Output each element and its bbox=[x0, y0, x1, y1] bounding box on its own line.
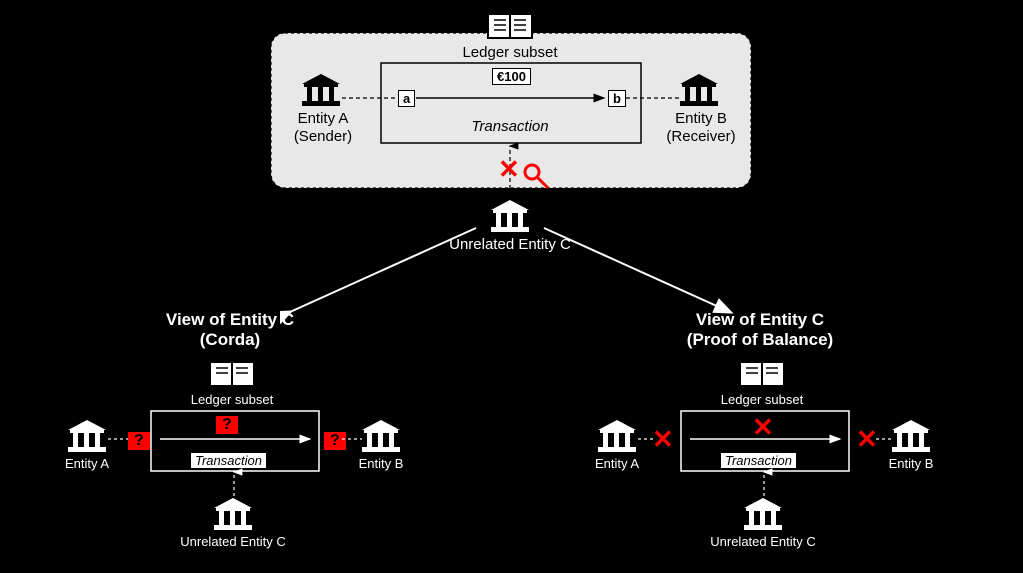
bank-icon-left-a bbox=[66, 418, 108, 454]
arrow-to-right-view bbox=[540, 224, 740, 324]
arrow-left-txn bbox=[158, 432, 316, 448]
bank-icon-left-c bbox=[212, 496, 254, 532]
entity-b-role: (Receiver) bbox=[666, 128, 735, 145]
left-entity-c: Unrelated Entity C bbox=[160, 534, 306, 550]
right-title: View of Entity C (Proof of Balance) bbox=[620, 310, 900, 351]
entity-b-label: Entity B (Receiver) bbox=[656, 110, 746, 146]
arrow-a-to-b bbox=[414, 90, 610, 110]
ledger-subset-label-left: Ledger subset bbox=[170, 392, 294, 408]
bank-icon-entity-b bbox=[678, 72, 720, 108]
book-icon bbox=[482, 8, 538, 44]
left-entity-a: Entity A bbox=[50, 456, 124, 472]
bank-icon-right-c bbox=[742, 496, 784, 532]
magnifier-icon bbox=[522, 162, 552, 192]
entity-a-role: (Sender) bbox=[294, 128, 352, 145]
transaction-label-right: Transaction bbox=[720, 452, 797, 469]
right-title-l1: View of Entity C bbox=[696, 310, 824, 329]
port-a: a bbox=[398, 90, 415, 107]
left-title-l1: View of Entity C bbox=[166, 310, 294, 329]
arrow-left-c-up bbox=[224, 468, 244, 500]
dash-left-a bbox=[108, 432, 150, 448]
bank-icon-entity-c bbox=[489, 198, 531, 234]
transaction-label-top: Transaction bbox=[450, 118, 570, 136]
entity-b-name: Entity B bbox=[675, 110, 727, 127]
entity-a-name: Entity A bbox=[298, 110, 349, 127]
amount-box: €100 bbox=[492, 68, 531, 85]
left-title: View of Entity C (Corda) bbox=[90, 310, 370, 351]
dash-right-a bbox=[636, 432, 682, 448]
dash-a-to-bank bbox=[340, 90, 400, 110]
left-entity-b: Entity B bbox=[344, 456, 418, 472]
red-x-top: ✕ bbox=[498, 156, 520, 182]
ledger-subset-label: Ledger subset bbox=[430, 44, 590, 62]
entity-a-label: Entity A (Sender) bbox=[284, 110, 362, 146]
arrow-right-c-up bbox=[754, 468, 774, 500]
dash-right-b bbox=[870, 432, 898, 448]
dash-b-to-bank bbox=[624, 90, 684, 110]
right-title-l2: (Proof of Balance) bbox=[687, 330, 833, 349]
arrow-right-txn bbox=[688, 432, 846, 448]
arrow-to-left-view bbox=[280, 224, 480, 324]
book-icon-left bbox=[204, 356, 260, 392]
dash-left-b bbox=[336, 432, 366, 448]
left-title-l2: (Corda) bbox=[200, 330, 260, 349]
right-entity-c: Unrelated Entity C bbox=[690, 534, 836, 550]
right-entity-a: Entity A bbox=[580, 456, 654, 472]
bank-icon-right-a bbox=[596, 418, 638, 454]
right-entity-b: Entity B bbox=[874, 456, 948, 472]
ledger-subset-label-right: Ledger subset bbox=[700, 392, 824, 408]
transaction-label-left: Transaction bbox=[190, 452, 267, 469]
book-icon-right bbox=[734, 356, 790, 392]
bank-icon-entity-a bbox=[300, 72, 342, 108]
bank-icon-left-b bbox=[360, 418, 402, 454]
